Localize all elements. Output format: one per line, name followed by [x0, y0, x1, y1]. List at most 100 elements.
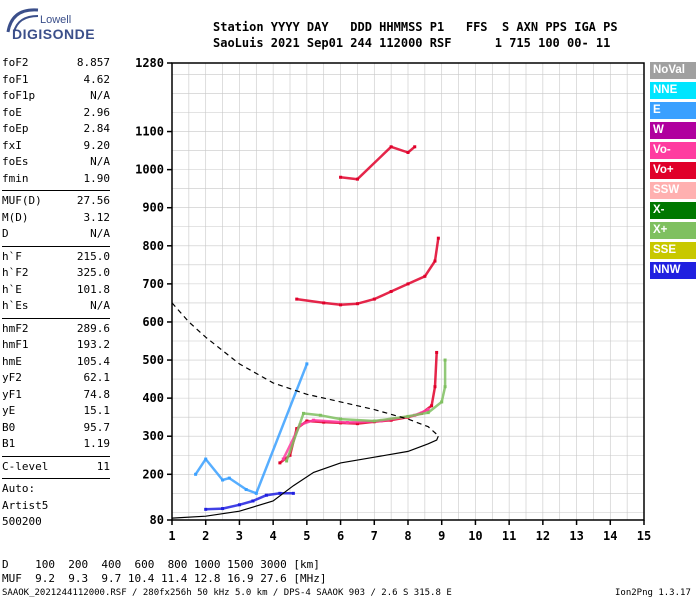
- legend-item: X-: [650, 202, 696, 219]
- divider: [2, 478, 110, 479]
- data-point: [322, 301, 326, 305]
- series-trace: [285, 360, 447, 462]
- data-point: [345, 421, 349, 425]
- param-label: h`Es: [2, 299, 29, 312]
- param-label: foF1: [2, 72, 29, 86]
- param-label: fmin: [2, 171, 29, 185]
- param-label: foE: [2, 105, 22, 119]
- data-point: [430, 404, 434, 408]
- data-point: [281, 457, 285, 461]
- param-row: foF1p N/A: [2, 89, 110, 106]
- param-value: 325.0: [76, 266, 110, 279]
- data-point: [436, 236, 440, 240]
- legend-item: NNE: [650, 82, 696, 99]
- data-point: [389, 145, 393, 149]
- param-value: 74.8: [83, 387, 111, 401]
- data-point: [426, 411, 430, 415]
- y-tick-label: 200: [142, 467, 164, 481]
- data-point: [288, 453, 292, 457]
- x-tick-label: 14: [603, 529, 617, 543]
- y-tick-label: 1000: [135, 163, 164, 177]
- data-point: [339, 417, 343, 421]
- param-value: N/A: [90, 89, 110, 102]
- x-tick-label: 1: [168, 529, 175, 543]
- legend-item: SSE: [650, 242, 696, 259]
- param-label: foEp: [2, 122, 29, 135]
- param-group-profile: hmF2 289.6 hmF1 193.2 hmE 105.4 yF2 62.1 yF1 74.8…: [2, 322, 110, 454]
- x-tick-label: 3: [236, 529, 243, 543]
- param-label: hmF2: [2, 321, 29, 335]
- param-row: fmin 1.90: [2, 172, 110, 189]
- param-row: h`F2 325.0: [2, 266, 110, 283]
- param-group-muf: MUF(D) 27.56 M(D) 3.12 D N/A: [2, 194, 110, 244]
- param-value: 289.6: [76, 321, 110, 335]
- param-value: 2.84: [83, 122, 111, 135]
- param-value: 1.90: [83, 171, 111, 185]
- param-row: h`Es N/A: [2, 299, 110, 316]
- param-row: hmF2 289.6: [2, 322, 110, 339]
- legend-item: SSW: [650, 182, 696, 199]
- data-point: [264, 493, 268, 497]
- data-point: [389, 290, 393, 293]
- data-point: [194, 472, 198, 476]
- data-point: [312, 418, 316, 422]
- param-row: B0 95.7: [2, 421, 110, 438]
- param-label: fxI: [2, 138, 22, 152]
- param-row: D N/A: [2, 227, 110, 244]
- divider: [2, 317, 110, 319]
- data-point: [291, 491, 295, 495]
- data-point: [318, 413, 322, 417]
- param-row: yE 15.1: [2, 404, 110, 421]
- param-value: 105.4: [76, 354, 110, 368]
- param-row: hmE 105.4: [2, 355, 110, 372]
- data-point: [221, 507, 225, 511]
- y-tick-label: 80: [150, 513, 164, 527]
- data-point: [244, 488, 248, 492]
- data-point: [305, 419, 309, 423]
- param-label: C-level: [2, 459, 49, 473]
- y-tick-label: 600: [142, 315, 164, 329]
- x-tick-label: 2: [202, 529, 209, 543]
- data-point: [443, 385, 447, 389]
- data-point: [278, 491, 282, 495]
- data-point: [435, 350, 439, 354]
- param-label: h`E: [2, 282, 22, 296]
- param-row: B1 1.19: [2, 437, 110, 454]
- logo-text-digisonde: DIGISONDE: [12, 26, 96, 42]
- header-line-1: Station YYYY DAY DDD HHMMSS P1 FFS S AXN…: [213, 20, 618, 34]
- param-label: yF2: [2, 371, 22, 384]
- version-label: Ion2Png 1.3.17: [615, 588, 691, 598]
- param-label: B0: [2, 420, 16, 434]
- param-label: MUF(D): [2, 194, 42, 207]
- param-value: 101.8: [76, 282, 110, 296]
- y-tick-label: 1280: [135, 56, 164, 70]
- param-row: foF1 4.62: [2, 73, 110, 90]
- divider: [2, 455, 110, 457]
- autoscale-version: 500200: [2, 515, 42, 528]
- param-row: foEp 2.84: [2, 122, 110, 139]
- param-row: yF1 74.8: [2, 388, 110, 405]
- data-point: [204, 457, 208, 461]
- data-point: [433, 385, 437, 389]
- legend-item: NNW: [650, 262, 696, 279]
- data-point: [355, 422, 359, 426]
- chart-grid: [171, 63, 645, 520]
- param-value: 4.62: [83, 72, 111, 86]
- param-label: h`F: [2, 249, 22, 263]
- divider: [2, 190, 110, 191]
- data-point: [254, 491, 258, 495]
- data-point: [406, 414, 410, 418]
- param-value: 95.7: [83, 420, 111, 434]
- file-info-footer: SAAOK_2021244112000.RSF / 280fx256h 50 k…: [2, 588, 452, 598]
- data-point: [440, 400, 444, 404]
- data-point: [372, 297, 376, 301]
- logo-text-lowell: Lowell: [40, 14, 72, 26]
- x-tick-label: 8: [404, 529, 411, 543]
- param-row: hmF1 193.2: [2, 338, 110, 355]
- series-trace: [340, 145, 416, 181]
- param-value: 2.96: [83, 105, 111, 119]
- param-label: hmF1: [2, 338, 29, 351]
- param-value: 11: [96, 459, 110, 473]
- x-tick-label: 10: [468, 529, 482, 543]
